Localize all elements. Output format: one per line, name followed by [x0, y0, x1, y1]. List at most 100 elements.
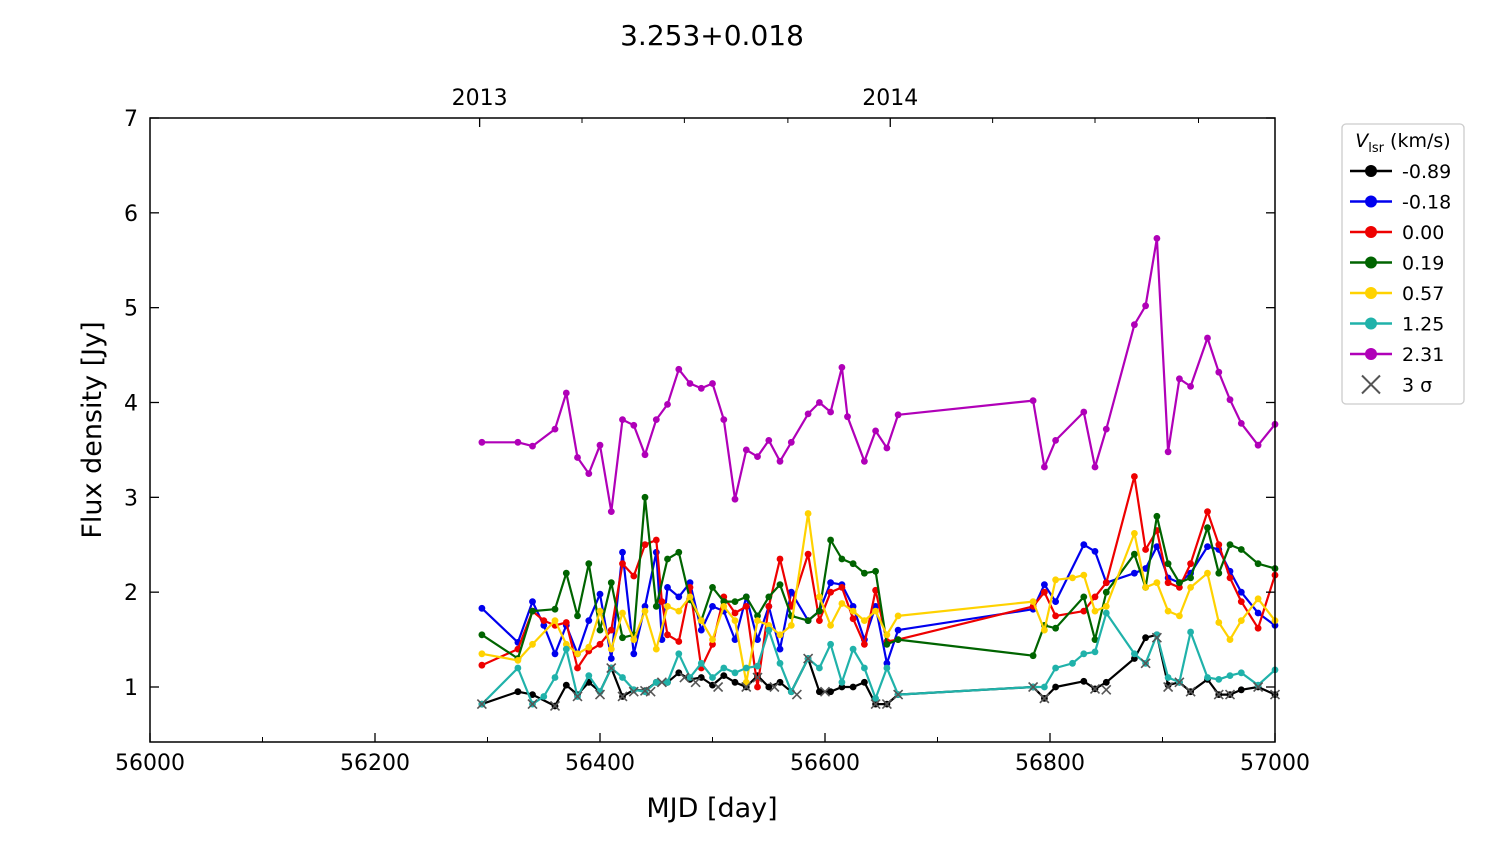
x-tick-label-0: 56000 — [115, 751, 185, 776]
series-point--0.18 — [607, 655, 615, 662]
series-point-0.00 — [1254, 624, 1262, 632]
sigma-marker — [572, 691, 583, 702]
series-point-0.00 — [1102, 579, 1110, 587]
series-point--0.89 — [838, 683, 846, 691]
series-point-0.19 — [1204, 524, 1211, 532]
series-point--0.89 — [1102, 678, 1110, 686]
series-point-0.19 — [804, 617, 812, 624]
series-point-0.19 — [765, 593, 773, 601]
sigma-marker — [594, 689, 606, 700]
series-point-2.31 — [664, 401, 671, 408]
series-point-0.57 — [849, 607, 857, 615]
series-point-0.57 — [754, 617, 761, 624]
series-point--0.18 — [849, 603, 857, 610]
series-point-0.00 — [731, 609, 739, 617]
series-line-1.25 — [481, 611, 1276, 706]
series-point-0.00 — [804, 550, 812, 558]
series-point-1.25 — [816, 664, 823, 672]
sigma-marker-stroke — [741, 681, 752, 693]
series-point-0.19 — [1153, 512, 1161, 520]
series-point-2.31 — [1164, 448, 1172, 456]
series-point-0.57 — [607, 645, 615, 653]
series-point-2.31 — [1080, 408, 1088, 416]
series-point-1.25 — [1131, 650, 1138, 658]
series-point-2.31 — [709, 380, 716, 387]
legend-box — [1341, 123, 1465, 405]
series-line-0.19 — [481, 496, 1276, 660]
chart-title: 3.253+0.018 — [620, 19, 804, 52]
series-point-2.31 — [720, 416, 728, 423]
series-point-2.31 — [1254, 441, 1262, 449]
series-point-0.57 — [478, 650, 486, 658]
series-point-0.00 — [1131, 473, 1138, 480]
series-point-1.25 — [883, 664, 891, 672]
series-point-0.57 — [686, 593, 694, 601]
series-point-0.00 — [754, 683, 761, 691]
series-point-2.31 — [630, 421, 638, 429]
sigma-marker-stroke — [572, 691, 583, 702]
series-point-2.31 — [619, 416, 626, 423]
series-point-0.19 — [596, 626, 604, 634]
series-point-0.19 — [1187, 574, 1194, 582]
sigma-marker-stroke — [870, 699, 881, 710]
sigma-marker — [1039, 693, 1050, 704]
sigma-marker — [1163, 681, 1174, 693]
series-point-1.25 — [1052, 664, 1059, 672]
series-point-0.19 — [1029, 652, 1037, 660]
series-point-2.31 — [1052, 437, 1059, 444]
series-point-2.31 — [1091, 463, 1099, 471]
sigma-marker-stroke — [819, 686, 831, 697]
series-point-0.19 — [529, 607, 536, 615]
series-point--0.89 — [1080, 677, 1088, 685]
sigma-marker-stroke — [628, 686, 639, 697]
sigma-marker — [1028, 681, 1039, 693]
series-point-2.31 — [607, 508, 615, 515]
series-point-0.00 — [1080, 607, 1088, 615]
series-point-2.31 — [1102, 425, 1110, 433]
series-point-0.00 — [607, 626, 615, 634]
series-point-1.25 — [1254, 681, 1262, 689]
series-point-2.31 — [838, 364, 846, 371]
series-point--0.89 — [765, 683, 773, 691]
x-tick-label-5: 57000 — [1240, 751, 1310, 776]
series-point-1.25 — [731, 669, 739, 677]
series-point-0.19 — [872, 567, 879, 575]
y-tick-label-3: 4 — [124, 391, 138, 416]
series-point-0.57 — [1187, 584, 1194, 591]
series-point-1.25 — [1041, 683, 1048, 691]
series-point-1.25 — [664, 678, 671, 686]
sigma-marker — [1151, 632, 1162, 643]
series-point--0.89 — [1142, 634, 1149, 642]
series-point--0.18 — [529, 598, 536, 605]
series-point-0.57 — [630, 636, 638, 643]
sigma-marker-stroke — [1101, 684, 1112, 695]
sigma-marker-stroke — [752, 672, 763, 683]
series-point-2.31 — [827, 408, 834, 416]
series-point--0.89 — [562, 681, 570, 689]
series-point--0.18 — [551, 650, 559, 658]
series-point-0.57 — [1237, 617, 1245, 624]
series-point-2.31 — [1131, 321, 1138, 329]
series-point-0.19 — [1164, 560, 1172, 568]
sigma-marker-stroke — [769, 681, 780, 693]
series-point-0.57 — [1204, 569, 1211, 577]
series-point-2.31 — [1226, 396, 1234, 404]
legend-marker-1.25 — [1365, 317, 1377, 330]
legend-sigma-marker — [1361, 374, 1381, 395]
series-point-1.25 — [619, 674, 626, 681]
series-point-2.31 — [697, 384, 705, 392]
series-point-0.00 — [849, 615, 857, 623]
series-point--0.89 — [827, 688, 834, 696]
legend: Vlsr (km/s) -0.89 -0.18 0.00 0.19 0.57 1.25 2.3… — [1341, 123, 1465, 405]
series-point-0.57 — [697, 617, 705, 624]
sigma-marker-stroke — [656, 677, 667, 688]
series-point-1.25 — [872, 695, 879, 702]
series-point-1.25 — [697, 659, 705, 667]
series-point-2.31 — [894, 411, 902, 419]
series-point-0.00 — [1237, 598, 1245, 605]
sigma-marker — [819, 686, 831, 697]
series-point-0.57 — [641, 607, 649, 615]
y-tick-label-6: 7 — [124, 107, 138, 132]
series-point-0.00 — [652, 536, 660, 544]
series-point-2.31 — [1029, 397, 1037, 404]
